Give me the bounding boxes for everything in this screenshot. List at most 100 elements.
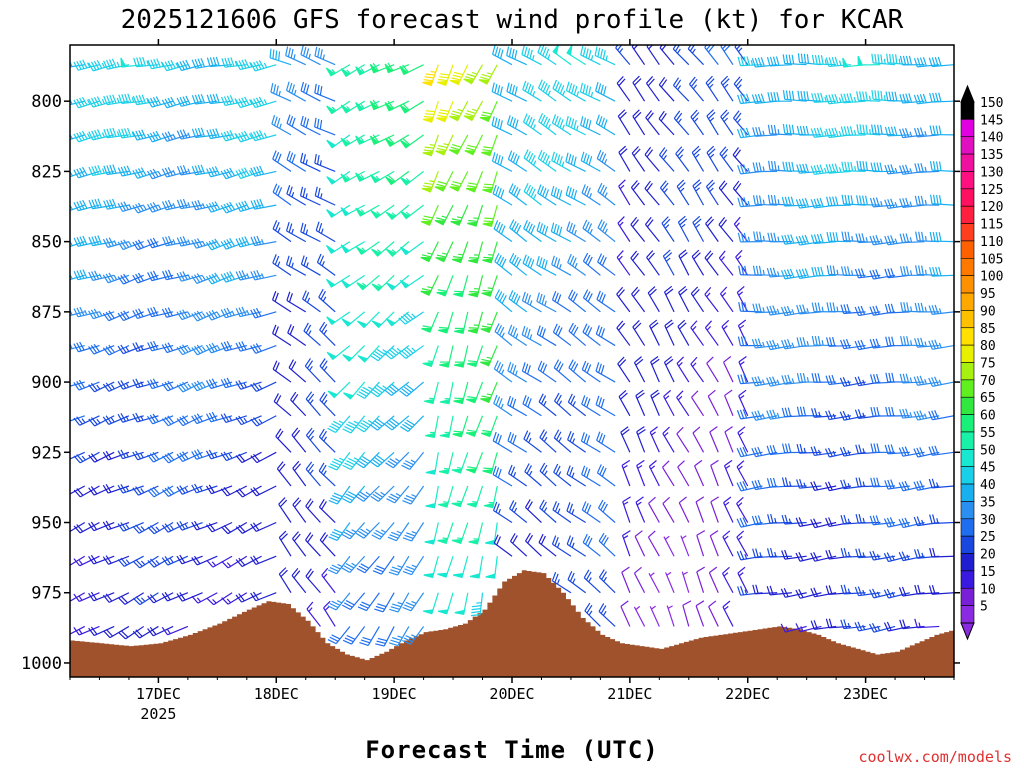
wind-barb <box>929 547 954 558</box>
wind-barb <box>327 592 351 611</box>
wind-barb <box>705 75 719 102</box>
wind-barb <box>721 566 734 594</box>
wind-barb <box>88 415 115 427</box>
wind-barb <box>398 311 424 325</box>
wind-barb <box>421 311 439 333</box>
wind-barb <box>579 82 601 102</box>
wind-barb <box>840 266 866 276</box>
wind-barb <box>751 57 778 68</box>
wind-barb <box>220 485 248 497</box>
wind-barb <box>899 373 925 384</box>
wind-barb <box>928 445 954 456</box>
wind-barb <box>736 127 763 139</box>
wind-barb <box>869 622 896 633</box>
wind-barb <box>453 556 469 579</box>
wind-barb <box>898 446 925 457</box>
wind-barb <box>884 198 910 209</box>
wind-barb <box>598 532 616 557</box>
wind-barb <box>305 568 321 594</box>
wind-barb <box>596 149 616 172</box>
colorbar-swatch <box>960 292 975 311</box>
wind-barb <box>723 356 734 383</box>
wind-barb <box>481 275 498 297</box>
wind-barb <box>648 496 660 523</box>
wind-barb <box>319 391 336 417</box>
wind-barb <box>305 427 321 453</box>
wind-barb <box>73 451 100 464</box>
wind-barb <box>595 395 616 417</box>
wind-barb <box>581 501 601 524</box>
wind-barb <box>328 522 351 541</box>
wind-barb <box>340 64 365 78</box>
wind-barb <box>662 249 675 276</box>
colorbar-min-arrow <box>960 622 975 641</box>
wind-barb <box>220 201 248 214</box>
wind-barb <box>291 567 307 594</box>
wind-barb <box>422 345 439 368</box>
wind-barb <box>551 114 572 136</box>
wind-barb <box>132 592 159 606</box>
wind-barb <box>856 160 881 172</box>
wind-barb <box>840 547 866 558</box>
wind-barb <box>482 204 498 228</box>
wind-barb <box>147 521 174 535</box>
wind-barb <box>658 147 675 172</box>
wind-barb <box>191 483 218 494</box>
wind-barb <box>630 250 646 276</box>
wind-barb <box>355 522 380 539</box>
wind-barb <box>825 56 851 68</box>
wind-barb <box>286 291 307 313</box>
wind-barb <box>597 499 616 523</box>
wind-barb <box>884 444 910 455</box>
wind-barb <box>492 465 513 487</box>
wind-barb <box>73 59 100 71</box>
wind-barb <box>273 393 292 417</box>
wind-barb <box>691 390 705 417</box>
wind-barb <box>250 307 277 319</box>
wind-barb <box>103 58 130 70</box>
wind-barb <box>928 376 954 387</box>
wind-barb <box>508 464 528 487</box>
wind-barb <box>665 571 675 593</box>
wind-barb <box>161 625 189 636</box>
wind-barb <box>70 592 86 602</box>
wind-barb <box>718 250 734 276</box>
wind-barb <box>191 164 218 176</box>
wind-barb <box>235 96 262 109</box>
x-tick-label: 23DEC <box>843 685 888 703</box>
wind-barb <box>595 114 616 136</box>
y-tick-label: 800 <box>31 92 62 112</box>
wind-barb <box>620 426 631 453</box>
y-tick-label: 1000 <box>21 654 62 674</box>
wind-barb <box>913 447 940 458</box>
wind-barb <box>781 443 807 454</box>
wind-barb <box>161 199 188 211</box>
colorbar-label: 70 <box>980 374 996 389</box>
wind-barb <box>491 45 513 66</box>
wind-barb <box>103 94 130 106</box>
wind-barb <box>88 235 115 247</box>
wind-barb <box>839 446 866 457</box>
wind-barb <box>631 45 646 66</box>
wind-barb <box>566 535 586 557</box>
wind-barb <box>537 149 557 172</box>
wind-barb <box>314 117 336 136</box>
wind-barb <box>707 389 719 417</box>
wind-barb <box>841 194 866 206</box>
colorbar-label: 100 <box>980 270 1003 285</box>
wind-barb <box>710 459 719 487</box>
wind-barb <box>286 114 307 136</box>
wind-barb <box>132 94 159 106</box>
credit-text[interactable]: coolwx.com/models <box>858 748 1012 766</box>
wind-barb <box>314 186 336 206</box>
wind-barb <box>384 415 410 431</box>
wind-barb <box>826 196 851 207</box>
wind-barb <box>597 219 616 243</box>
wind-barb <box>884 164 910 175</box>
wind-barb <box>719 286 734 313</box>
wind-barb <box>341 522 366 540</box>
wind-barb <box>899 93 925 104</box>
wind-barb <box>733 76 749 102</box>
wind-barb <box>383 345 410 360</box>
wind-barb <box>690 109 705 136</box>
